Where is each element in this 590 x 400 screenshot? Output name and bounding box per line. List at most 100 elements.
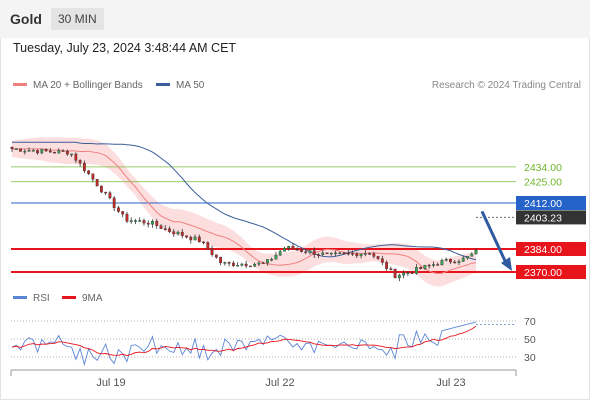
price-labels: 2434.00 2425.00 2412.00 2403.23 2384.00 2370.… bbox=[516, 162, 586, 279]
candle-body bbox=[317, 254, 320, 256]
bollinger-band bbox=[12, 137, 476, 287]
legend-ma50: MA 50 bbox=[156, 80, 204, 91]
ma50-line bbox=[12, 141, 477, 261]
credit-text: Research © 2024 Trading Central bbox=[431, 80, 581, 91]
legend-9ma-label: 9MA bbox=[82, 293, 103, 304]
legend-ma50-label: MA 50 bbox=[176, 80, 205, 91]
candle-body bbox=[108, 192, 112, 199]
resistance-label-1: 2434.00 bbox=[524, 162, 562, 174]
forecast-arrow-shaft bbox=[480, 210, 508, 264]
rsi-tick-label: 70 bbox=[524, 316, 536, 328]
candle-body bbox=[125, 213, 129, 222]
candle-body bbox=[168, 228, 171, 232]
candle-body bbox=[346, 252, 350, 255]
candle-body bbox=[202, 241, 205, 244]
candle-body bbox=[40, 148, 44, 154]
candle-body bbox=[61, 150, 65, 152]
candle-body bbox=[461, 257, 465, 262]
candle-body bbox=[308, 250, 312, 253]
candle-body bbox=[138, 220, 142, 222]
candle-body bbox=[185, 235, 188, 238]
candle-body bbox=[134, 220, 137, 222]
candle-body bbox=[300, 249, 303, 252]
support-label-2: 2370.00 bbox=[524, 267, 562, 279]
candle-body bbox=[74, 153, 78, 161]
candle-body bbox=[53, 151, 56, 154]
legend-ma20-label: MA 20 + Bollinger Bands bbox=[33, 80, 143, 91]
candle-body bbox=[270, 259, 274, 261]
pivot-label-bg bbox=[516, 196, 586, 210]
candle-body bbox=[449, 259, 452, 263]
candle-body bbox=[197, 236, 201, 243]
candle-body bbox=[402, 272, 406, 276]
legend-ma20-swatch bbox=[13, 82, 27, 86]
candle-body bbox=[70, 153, 73, 156]
candle-body bbox=[65, 151, 69, 155]
candle-body bbox=[342, 252, 346, 255]
candle-body bbox=[474, 250, 478, 255]
x-tick-label: Jul 22 bbox=[265, 377, 294, 389]
current-price-label: 2403.23 bbox=[524, 212, 562, 224]
candle-body bbox=[210, 248, 214, 255]
candle-body bbox=[193, 236, 197, 241]
candle-body bbox=[180, 231, 184, 236]
pivot-label: 2412.00 bbox=[524, 198, 562, 210]
candle-body bbox=[223, 262, 227, 264]
ma20-line bbox=[12, 148, 477, 275]
candle-body bbox=[189, 236, 193, 241]
candle-body bbox=[334, 252, 337, 255]
candle-body bbox=[78, 160, 82, 164]
candle-body bbox=[278, 251, 282, 256]
candle-body bbox=[266, 259, 269, 264]
candle-body bbox=[466, 256, 469, 259]
bollinger-band-layer bbox=[12, 137, 476, 287]
header-bar: Gold 30 MIN bbox=[0, 0, 590, 38]
candle-body bbox=[261, 262, 265, 265]
legend-rsi: RSI bbox=[13, 293, 50, 304]
candle-body bbox=[376, 256, 380, 259]
candle-body bbox=[31, 150, 35, 152]
candle-body bbox=[329, 252, 333, 255]
candle-body bbox=[253, 264, 257, 267]
x-tick-label: Jul 23 bbox=[436, 377, 465, 389]
candle-body bbox=[363, 253, 367, 255]
candle-body bbox=[146, 222, 150, 225]
candle-body bbox=[389, 268, 393, 270]
legend-ma20: MA 20 + Bollinger Bands bbox=[13, 80, 143, 91]
candle-body bbox=[470, 253, 474, 257]
candle-body bbox=[406, 272, 410, 274]
candle-body bbox=[440, 260, 444, 266]
candle-body bbox=[176, 231, 180, 235]
moving-average-layer bbox=[12, 141, 477, 275]
candle-body bbox=[219, 257, 222, 264]
candle-body bbox=[82, 162, 86, 172]
candle-body bbox=[355, 253, 359, 257]
timeframe-button[interactable]: 30 MIN bbox=[51, 8, 104, 30]
candle-body bbox=[295, 248, 299, 251]
candle-body bbox=[257, 262, 261, 265]
candle-body bbox=[325, 252, 329, 255]
candle-body bbox=[248, 265, 252, 268]
candle-body bbox=[410, 272, 414, 274]
candle-body bbox=[385, 262, 389, 269]
candle-body bbox=[453, 261, 457, 264]
candle-body bbox=[372, 253, 376, 257]
legend-rsi-swatch bbox=[13, 295, 27, 299]
candle-body bbox=[397, 274, 401, 279]
candle-body bbox=[287, 246, 291, 249]
rsi-9ma-line bbox=[11, 326, 477, 357]
candle-body bbox=[151, 220, 154, 225]
candle-body bbox=[380, 258, 384, 263]
candle-body bbox=[23, 150, 27, 153]
candle-body bbox=[117, 207, 120, 212]
candle-body bbox=[436, 264, 440, 266]
candle-body bbox=[95, 179, 99, 187]
candle-body bbox=[214, 254, 218, 258]
candle-body bbox=[129, 220, 133, 222]
candle-body bbox=[368, 253, 371, 255]
candle-body bbox=[227, 262, 231, 264]
rsi-tick-label: 50 bbox=[524, 334, 536, 346]
candle-body bbox=[99, 185, 103, 193]
candle-body bbox=[359, 253, 363, 257]
candle-body bbox=[10, 146, 14, 150]
